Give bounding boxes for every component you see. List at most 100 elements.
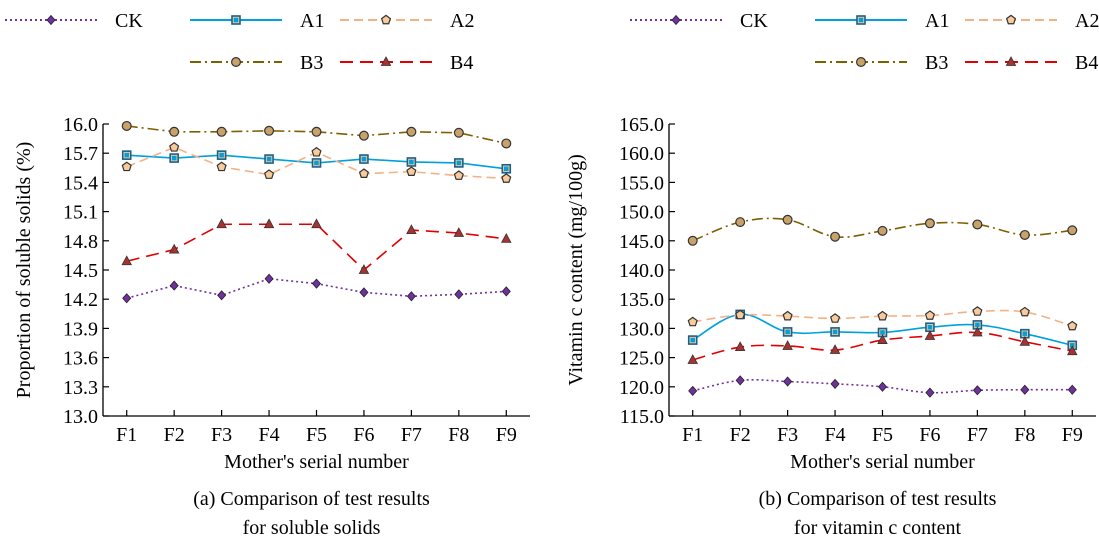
- data-point-a1-inner: [927, 324, 933, 330]
- data-point-a1-inner: [832, 329, 838, 335]
- data-point-b3: [406, 126, 417, 137]
- x-tick-label: F2: [164, 424, 185, 446]
- data-point-a1: [782, 327, 793, 337]
- data-point-a2: [263, 169, 275, 179]
- data-point-ck: [972, 385, 982, 396]
- data-point-b4: [972, 326, 983, 337]
- data-point-ck: [217, 290, 227, 301]
- data-point-b4-shape: [406, 224, 417, 234]
- x-tick-label: F5: [872, 424, 893, 446]
- data-point-a2-shape: [735, 309, 746, 320]
- legend-item-b3: B3: [815, 52, 948, 74]
- series-line-b4: [126, 223, 507, 272]
- data-point-a1: [264, 154, 274, 164]
- data-point-ck: [311, 278, 322, 289]
- legend-item-a2: A2: [340, 10, 474, 32]
- figure-caption-line: (a) Comparison of test results: [193, 488, 430, 510]
- legend-label-a1: A1: [925, 10, 949, 32]
- data-point-b3: [264, 125, 275, 136]
- data-point-b3: [782, 214, 793, 225]
- figure-caption-line: (b) Comparison of test results: [759, 488, 997, 510]
- data-point-ck-shape: [169, 280, 179, 291]
- data-point-ck: [406, 291, 416, 302]
- x-tick-label: F6: [353, 424, 374, 446]
- data-point-b3: [830, 231, 841, 242]
- data-point-a1-inner: [409, 159, 414, 165]
- data-point-b4-shape: [877, 334, 888, 344]
- data-point-b3: [1019, 229, 1030, 240]
- data-point-a2-shape: [782, 310, 793, 321]
- y-tick-label: 15.4: [63, 172, 98, 194]
- data-point-b4-shape: [1067, 345, 1078, 356]
- series-b3: [121, 120, 512, 149]
- y-tick-label: 165.0: [619, 114, 664, 136]
- data-point-b3-shape: [169, 126, 180, 137]
- data-point-b3: [735, 217, 746, 228]
- data-point-b3-shape: [121, 120, 132, 131]
- x-tick-label: F7: [967, 424, 988, 446]
- legend-marker-a1: [856, 15, 866, 25]
- data-point-a1: [216, 150, 227, 160]
- data-point-b3-shape: [501, 138, 512, 149]
- data-point-b3: [169, 126, 180, 137]
- series-a2: [121, 142, 512, 183]
- data-point-a1: [687, 335, 698, 345]
- x-tick-label: F1: [682, 424, 703, 446]
- legend-marker-b4-shape: [380, 56, 392, 66]
- y-axis-title: Proportion of soluble solids (%): [13, 142, 35, 399]
- legend-marker-ck-shape: [46, 14, 56, 26]
- data-point-a2: [358, 168, 370, 178]
- data-point-b3-shape: [1019, 229, 1030, 240]
- legend-marker-ck: [671, 14, 681, 26]
- data-point-ck-shape: [122, 293, 132, 304]
- legend-label-b4: B4: [1075, 52, 1098, 74]
- data-point-ck: [122, 293, 132, 304]
- legend-marker-b3-shape: [855, 56, 866, 67]
- series-a1: [121, 150, 512, 174]
- data-point-ck: [169, 280, 179, 291]
- data-point-b3: [687, 235, 698, 246]
- data-point-a1: [311, 158, 322, 168]
- data-point-b3-shape: [782, 214, 793, 225]
- y-tick-label: 13.0: [63, 406, 98, 428]
- data-point-a2-shape: [358, 168, 370, 178]
- x-axis-title: Mother's serial number: [790, 451, 975, 473]
- data-point-ck-shape: [877, 381, 888, 392]
- data-point-a1-inner: [975, 322, 980, 328]
- data-point-ck: [735, 375, 745, 386]
- data-point-b4: [1067, 345, 1078, 356]
- data-point-ck-shape: [217, 290, 227, 301]
- data-point-a1-inner: [219, 152, 224, 158]
- x-axis-title: Mother's serial number: [224, 451, 409, 473]
- legend-marker-b3: [231, 56, 242, 67]
- y-tick-label: 14.2: [63, 289, 98, 311]
- legend-marker-a1: [231, 15, 241, 25]
- data-point-b4: [121, 255, 132, 266]
- legend-marker-b3: [855, 56, 866, 67]
- data-point-b4-shape: [687, 354, 698, 364]
- legend-marker-a2-shape: [1005, 14, 1017, 25]
- legend-label-b3: B3: [300, 52, 323, 74]
- legend-marker-a2-shape: [380, 14, 392, 25]
- data-point-a1-inner: [361, 156, 367, 162]
- data-point-a2: [501, 173, 512, 183]
- data-point-b3: [453, 127, 464, 138]
- data-point-a2-shape: [121, 161, 132, 172]
- legend-marker-b4-shape: [1005, 56, 1017, 66]
- data-point-ck-shape: [454, 289, 464, 300]
- data-point-ck-shape: [1020, 384, 1030, 395]
- data-point-b3-shape: [924, 218, 935, 229]
- legend-item-b3: B3: [190, 52, 323, 74]
- data-point-b4: [829, 344, 841, 354]
- data-point-ck: [830, 378, 840, 389]
- data-point-b4: [877, 334, 888, 344]
- data-point-a2: [924, 310, 936, 320]
- data-point-b4-shape: [924, 330, 936, 340]
- data-point-a1: [925, 322, 935, 333]
- data-point-b4: [687, 354, 698, 364]
- data-point-b3-shape: [972, 219, 983, 230]
- legend-label-a2: A2: [450, 10, 474, 32]
- data-point-a2: [169, 142, 180, 152]
- data-point-a2-shape: [1067, 320, 1078, 331]
- x-tick-label: F4: [824, 424, 845, 446]
